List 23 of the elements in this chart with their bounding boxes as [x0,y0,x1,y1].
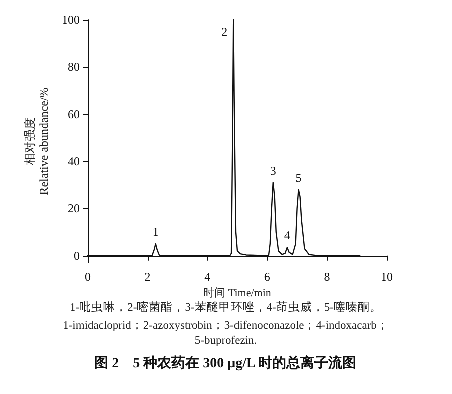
text: 1-imidacloprid；2-azoxystrobin；3-difenoconazole；4-indoxacarb； [63,320,389,332]
x-tick-label: 10 [381,270,393,284]
x-tick-label: 4 [204,270,211,284]
y-tick-label: 20 [68,202,80,216]
y-tick-label: 100 [62,13,80,27]
annotation: 3 [270,164,276,178]
annotation: 4 [284,228,290,243]
annotation: 2 [222,25,228,39]
x-tick-label: 0 [85,270,91,284]
y-tick-label: 60 [68,107,80,122]
x-tick-label: 2 [144,270,151,284]
x-tick-label: 8 [324,270,330,284]
text: 1-吡虫啉，2-嘧菌酯，3-苯醚甲环唑，4-茚虫威，5-噻嗪酮。 [70,300,382,314]
x-axis-title: 时间 Time/min [204,286,272,300]
annotation: 1 [152,225,159,240]
text: 图 2 5 种农药在 300 μg/L 时的总离子流图 [94,354,357,372]
y-tick-label: 0 [74,248,80,263]
y-tick-label: 40 [68,154,80,169]
y-axis-title: 相对强度 Relative abundance/% [23,88,52,196]
x-tick-label: 6 [264,270,270,284]
annotation: 5 [296,170,302,185]
text: 5-buprofezin. [194,335,258,347]
y-tick-label: 80 [68,60,80,74]
